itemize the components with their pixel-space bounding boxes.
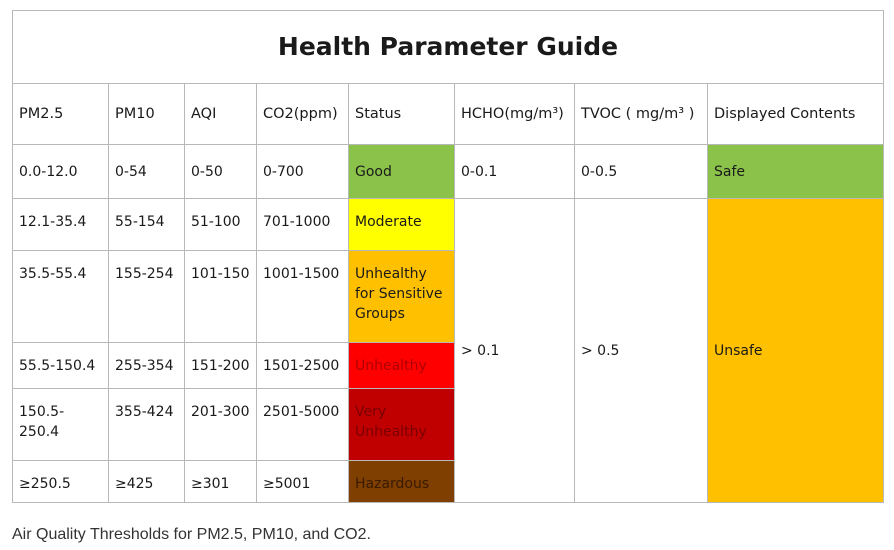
table-row: 35.5-55.4 155-254 101-150 1001-1500 Unhe…: [12, 250, 884, 343]
tvoc-safe-cell: 0-0.5: [574, 144, 708, 199]
co2-cell: 1501-2500: [256, 342, 349, 389]
table-row: 12.1-35.4 55-154 51-100 701-1000 Moderat…: [12, 198, 884, 503]
aqi-cell: 101-150: [184, 250, 257, 343]
table-title: Health Parameter Guide: [12, 10, 884, 84]
status-cell: Good: [348, 144, 455, 199]
pm25-cell: ≥250.5: [12, 460, 109, 503]
header-hcho: HCHO(mg/m³): [454, 83, 575, 145]
header-status: Status: [348, 83, 455, 145]
aqi-cell: 151-200: [184, 342, 257, 389]
co2-cell: 0-700: [256, 144, 349, 199]
aqi-cell: ≥301: [184, 460, 257, 503]
aqi-cell: 0-50: [184, 144, 257, 199]
header-tvoc: TVOC ( mg/m³ ): [574, 83, 708, 145]
pm10-cell: 155-254: [108, 250, 185, 343]
pm25-cell: 55.5-150.4: [12, 342, 109, 389]
table-row: ≥250.5 ≥425 ≥301 ≥5001 Hazardous: [12, 460, 884, 503]
hcho-unsafe-cell: > 0.1: [454, 198, 575, 503]
header-pm10: PM10: [108, 83, 185, 145]
display-unsafe-cell: Unsafe: [707, 198, 884, 503]
pm10-cell: 55-154: [108, 198, 185, 251]
co2-cell: ≥5001: [256, 460, 349, 503]
pm10-cell: 255-354: [108, 342, 185, 389]
status-cell: Hazardous: [348, 460, 455, 503]
co2-cell: 1001-1500: [256, 250, 349, 343]
header-aqi: AQI: [184, 83, 257, 145]
pm25-cell: 150.5-250.4: [12, 388, 109, 461]
tvoc-unsafe-cell: > 0.5: [574, 198, 708, 503]
header-co2: CO2(ppm): [256, 83, 349, 145]
pm25-cell: 0.0-12.0: [12, 144, 109, 199]
co2-cell: 2501-5000: [256, 388, 349, 461]
aqi-cell: 201-300: [184, 388, 257, 461]
pm25-cell: 12.1-35.4: [12, 198, 109, 251]
pm25-cell: 35.5-55.4: [12, 250, 109, 343]
pm10-cell: 0-54: [108, 144, 185, 199]
table-row: 150.5-250.4 355-424 201-300 2501-5000 Ve…: [12, 388, 884, 461]
status-cell: Unhealthy for Sensitive Groups: [348, 250, 455, 343]
hcho-safe-cell: 0-0.1: [454, 144, 575, 199]
health-parameter-table: Health Parameter Guide PM2.5 PM10 AQI CO…: [12, 10, 884, 503]
header-display: Displayed Contents: [707, 83, 884, 145]
header-row: PM2.5 PM10 AQI CO2(ppm) Status HCHO(mg/m…: [12, 83, 884, 145]
display-safe-cell: Safe: [707, 144, 884, 199]
table-row: 55.5-150.4 255-354 151-200 1501-2500 Unh…: [12, 342, 884, 389]
figure-caption: Air Quality Thresholds for PM2.5, PM10, …: [12, 526, 371, 543]
co2-cell: 701-1000: [256, 198, 349, 251]
status-cell: Very Unhealthy: [348, 388, 455, 461]
pm10-cell: 355-424: [108, 388, 185, 461]
table-row: 0.0-12.0 0-54 0-50 0-700 Good 0-0.1 0-0.…: [12, 144, 884, 199]
status-cell: Moderate: [348, 198, 455, 251]
status-cell: Unhealthy: [348, 342, 455, 389]
aqi-cell: 51-100: [184, 198, 257, 251]
header-pm25: PM2.5: [12, 83, 109, 145]
pm10-cell: ≥425: [108, 460, 185, 503]
